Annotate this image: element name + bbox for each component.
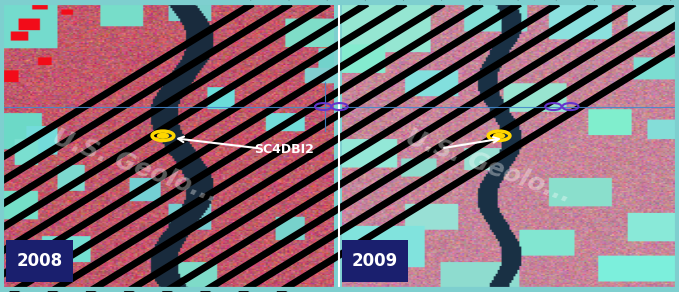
Text: SC4DBI2: SC4DBI2 [254,143,314,156]
Circle shape [158,133,168,138]
Text: U.S. Geolo...: U.S. Geolo... [403,125,575,208]
FancyBboxPatch shape [342,240,408,282]
Circle shape [494,133,504,138]
Text: 2009: 2009 [352,252,398,270]
FancyBboxPatch shape [6,240,73,282]
Text: 2008: 2008 [16,252,62,270]
Text: U.S. Geolo...: U.S. Geolo... [50,125,222,208]
